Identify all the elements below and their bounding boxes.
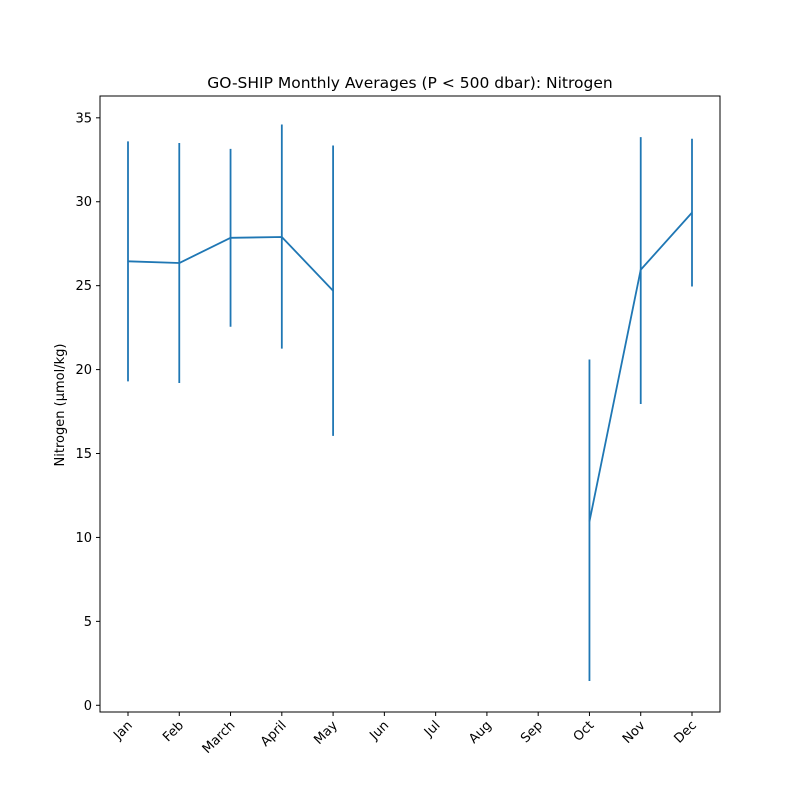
y-tick-label: 0 xyxy=(84,699,92,714)
x-tick-label: Aug xyxy=(466,718,495,747)
y-tick-label: 30 xyxy=(75,195,92,210)
plot-frame xyxy=(99,95,721,713)
x-tick-label: May xyxy=(311,718,341,748)
y-tick-label: 10 xyxy=(75,531,92,546)
x-tick-label: Jun xyxy=(367,718,393,744)
y-tick-label: 15 xyxy=(75,447,92,462)
y-tick-label: 20 xyxy=(75,363,92,378)
x-tick-label: Jan xyxy=(110,718,135,743)
y-tick-label: 35 xyxy=(75,111,92,126)
chart-title: GO-SHIP Monthly Averages (P < 500 dbar):… xyxy=(207,74,612,92)
y-axis: 0 5 10 15 20 25 30 35 xyxy=(75,111,100,714)
x-tick-label: Feb xyxy=(160,718,187,745)
y-tick-label: 25 xyxy=(75,279,92,294)
x-tick-label: Dec xyxy=(671,718,699,746)
x-tick-label: Sep xyxy=(518,718,546,746)
y-axis-label: Nitrogen (μmol/kg) xyxy=(53,344,68,467)
y-tick-label: 5 xyxy=(84,615,92,630)
x-tick-label: Oct xyxy=(571,718,598,745)
plot-content xyxy=(127,124,693,681)
x-axis: Jan Feb March April May Jun Jul Aug Sep Oct Nov Dec xyxy=(110,712,700,757)
x-tick-label: Jul xyxy=(421,718,443,740)
x-tick-label: April xyxy=(258,718,290,750)
x-tick-label: Nov xyxy=(620,718,649,747)
x-tick-label: March xyxy=(200,718,239,757)
